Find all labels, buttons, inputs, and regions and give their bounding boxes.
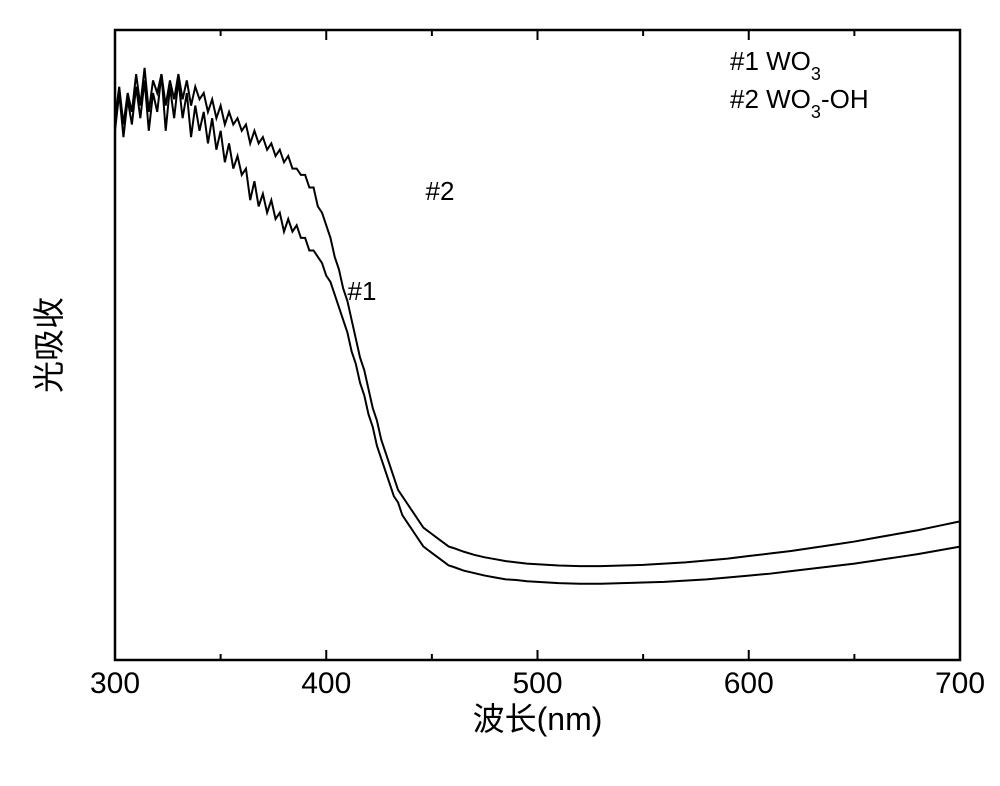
x-tick-label: 300: [90, 667, 140, 700]
line-chart: 300 400 500 600 700 波长(nm) 光吸收 #1 WO3#2 WO3-OH #…: [0, 0, 1000, 781]
y-axis-label: 光吸收: [31, 297, 67, 393]
series-s2: [115, 68, 960, 566]
x-axis-label: 波长(nm): [473, 701, 603, 737]
x-tick-label: 600: [724, 667, 774, 700]
legend-item-0: #1 WO3: [730, 46, 821, 84]
legend-item-1: #2 WO3-OH: [730, 84, 869, 122]
x-tick-label: 500: [512, 667, 562, 700]
chart-container: 300 400 500 600 700 波长(nm) 光吸收 #1 WO3#2 WO3-OH #…: [0, 0, 1000, 781]
x-tick-label: 700: [935, 667, 985, 700]
annotation-0: #1: [348, 276, 377, 306]
series-s1: [115, 74, 960, 584]
annotation-1: #2: [426, 176, 455, 206]
x-tick-label: 400: [301, 667, 351, 700]
